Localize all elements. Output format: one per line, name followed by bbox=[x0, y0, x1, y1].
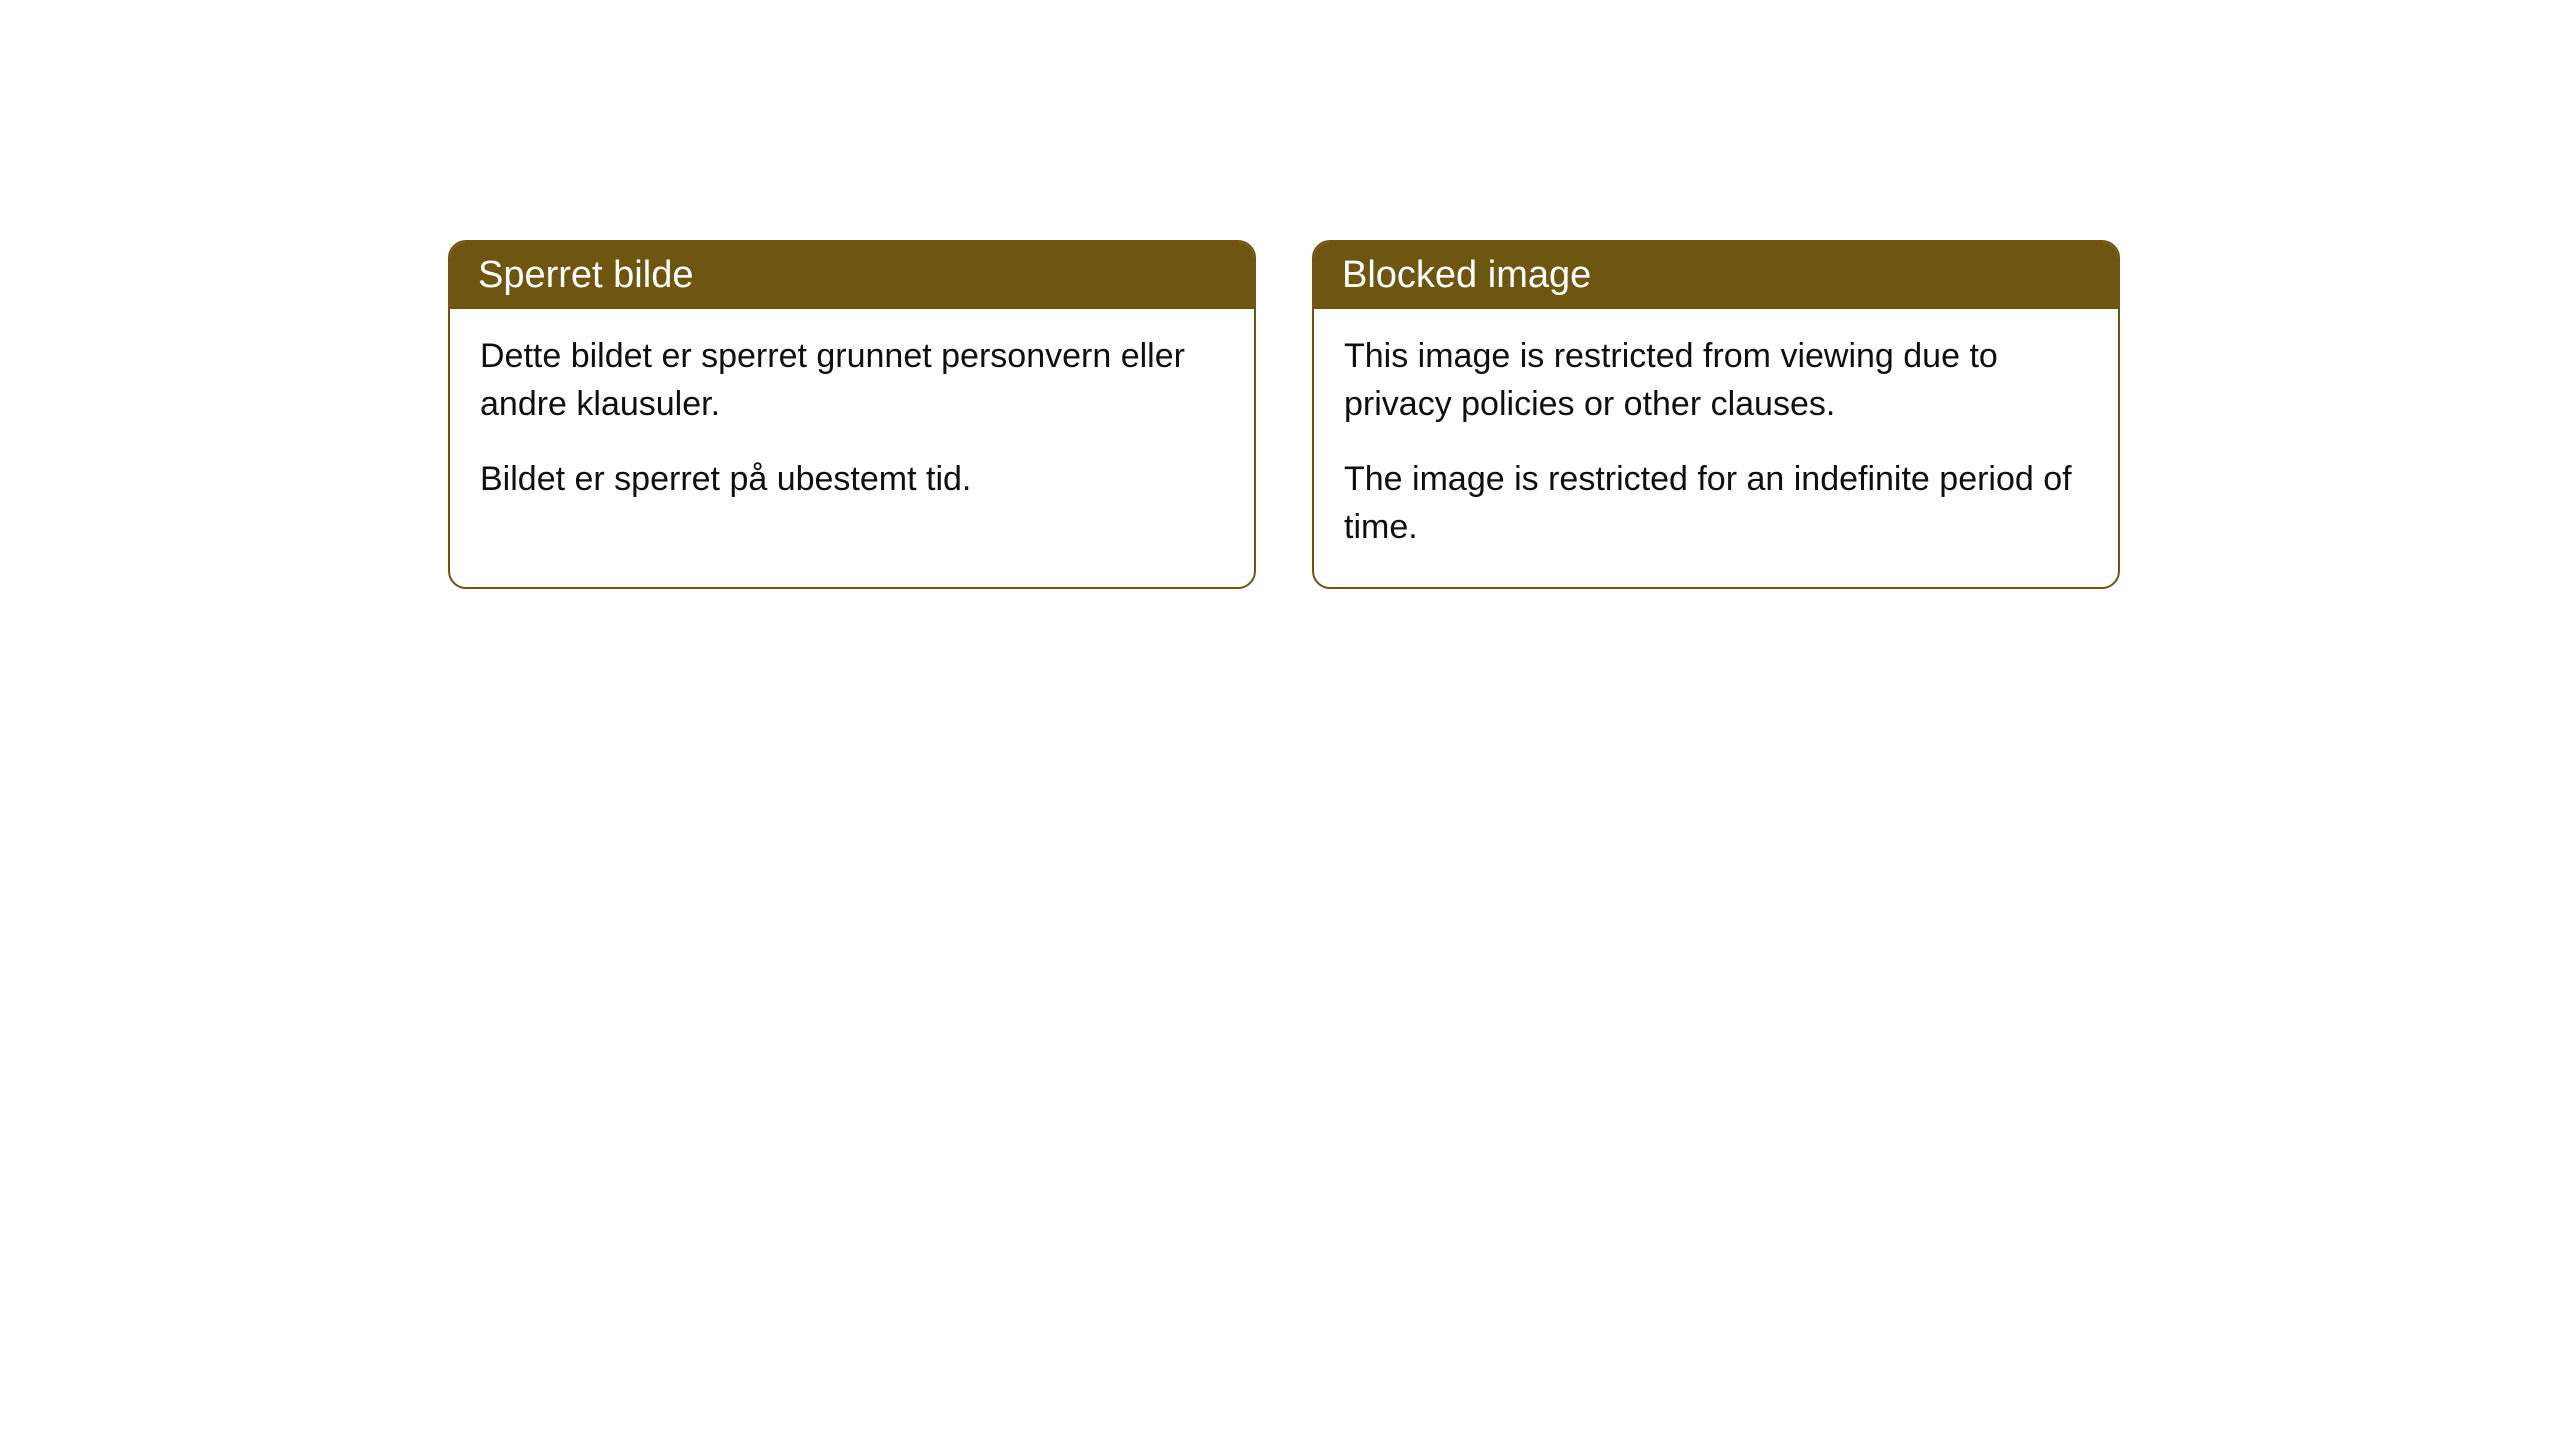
blocked-image-card-no: Sperret bilde Dette bildet er sperret gr… bbox=[448, 240, 1256, 589]
card-text-no-2: Bildet er sperret på ubestemt tid. bbox=[480, 456, 1224, 504]
card-header-en: Blocked image bbox=[1314, 242, 2118, 309]
card-body-no: Dette bildet er sperret grunnet personve… bbox=[450, 309, 1254, 540]
card-text-en-1: This image is restricted from viewing du… bbox=[1344, 333, 2088, 428]
cards-container: Sperret bilde Dette bildet er sperret gr… bbox=[448, 240, 2120, 589]
card-text-no-1: Dette bildet er sperret grunnet personve… bbox=[480, 333, 1224, 428]
blocked-image-card-en: Blocked image This image is restricted f… bbox=[1312, 240, 2120, 589]
card-body-en: This image is restricted from viewing du… bbox=[1314, 309, 2118, 587]
card-header-no: Sperret bilde bbox=[450, 242, 1254, 309]
card-text-en-2: The image is restricted for an indefinit… bbox=[1344, 456, 2088, 551]
